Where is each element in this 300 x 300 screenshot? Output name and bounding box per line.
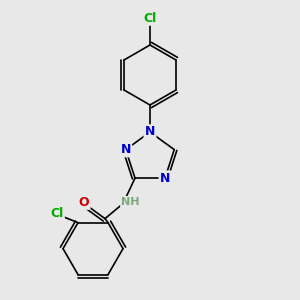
Text: Cl: Cl [50, 207, 64, 220]
Text: NH: NH [121, 197, 140, 207]
Text: N: N [145, 125, 155, 139]
Text: Cl: Cl [143, 11, 157, 25]
Text: N: N [160, 172, 170, 184]
Text: O: O [79, 196, 89, 208]
Text: N: N [121, 143, 131, 156]
